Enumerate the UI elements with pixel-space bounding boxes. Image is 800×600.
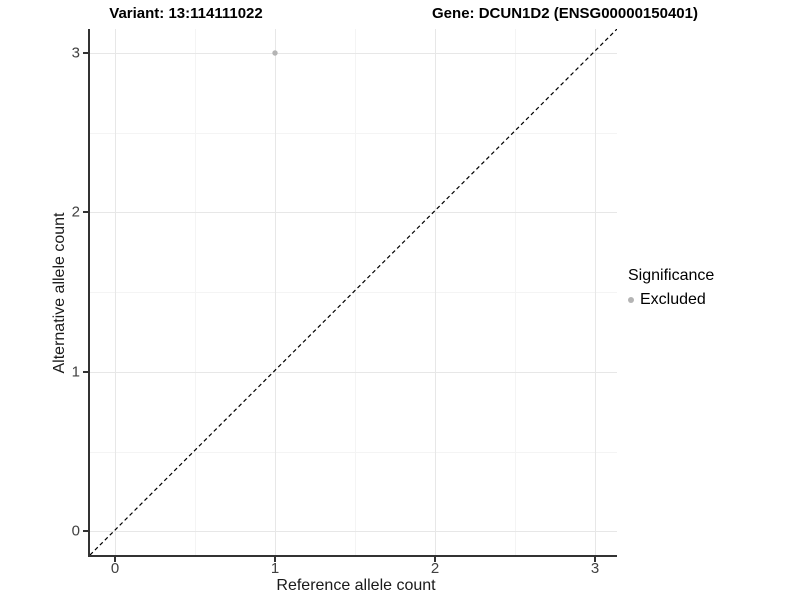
gridline-y0: [90, 531, 617, 532]
y-tick: [83, 52, 88, 54]
y-tick: [83, 530, 88, 532]
x-tick-label: 2: [430, 560, 440, 577]
x-tick: [114, 557, 116, 562]
gridline-x3: [595, 29, 596, 555]
plot-panel: [90, 29, 617, 555]
x-axis-title: Reference allele count: [276, 577, 436, 594]
y-tick: [83, 371, 88, 373]
gridline-y3: [90, 53, 617, 54]
plot-overlay: [90, 29, 617, 555]
gridline-x1: [275, 29, 276, 555]
x-tick-label: 3: [590, 560, 600, 577]
x-tick: [434, 557, 436, 562]
data-point: [272, 50, 278, 56]
y-axis-title: Alternative allele count: [51, 212, 68, 374]
gridline-minor-horizontal: [90, 452, 617, 453]
legend-item-label: Excluded: [640, 291, 706, 308]
legend: Significance Excluded: [628, 267, 714, 309]
x-tick: [274, 557, 276, 562]
gridline-x2: [435, 29, 436, 555]
gridline-minor-horizontal: [90, 133, 617, 134]
legend-title: Significance: [628, 267, 715, 284]
legend-point-icon: [628, 297, 634, 303]
gridline-x0: [115, 29, 116, 555]
x-axis-line: [88, 555, 617, 557]
y-tick: [83, 211, 88, 213]
y-tick-label: 1: [71, 363, 80, 381]
gridline-y1: [90, 372, 617, 373]
plot-title-gene: Gene: DCUN1D2 (ENSG00000150401): [432, 5, 698, 22]
gridline-y2: [90, 212, 617, 213]
x-tick-label: 1: [270, 560, 280, 577]
y-tick-label: 2: [71, 203, 80, 221]
y-tick-label: 0: [71, 522, 80, 540]
plot-title-variant: Variant: 13:114111022: [109, 5, 263, 22]
x-tick-label: 0: [110, 560, 120, 577]
y-axis-line: [88, 29, 90, 557]
y-tick-label: 3: [71, 44, 80, 62]
identity-reference-line: [90, 29, 617, 555]
x-tick: [594, 557, 596, 562]
legend-item-excluded: Excluded: [628, 291, 714, 309]
